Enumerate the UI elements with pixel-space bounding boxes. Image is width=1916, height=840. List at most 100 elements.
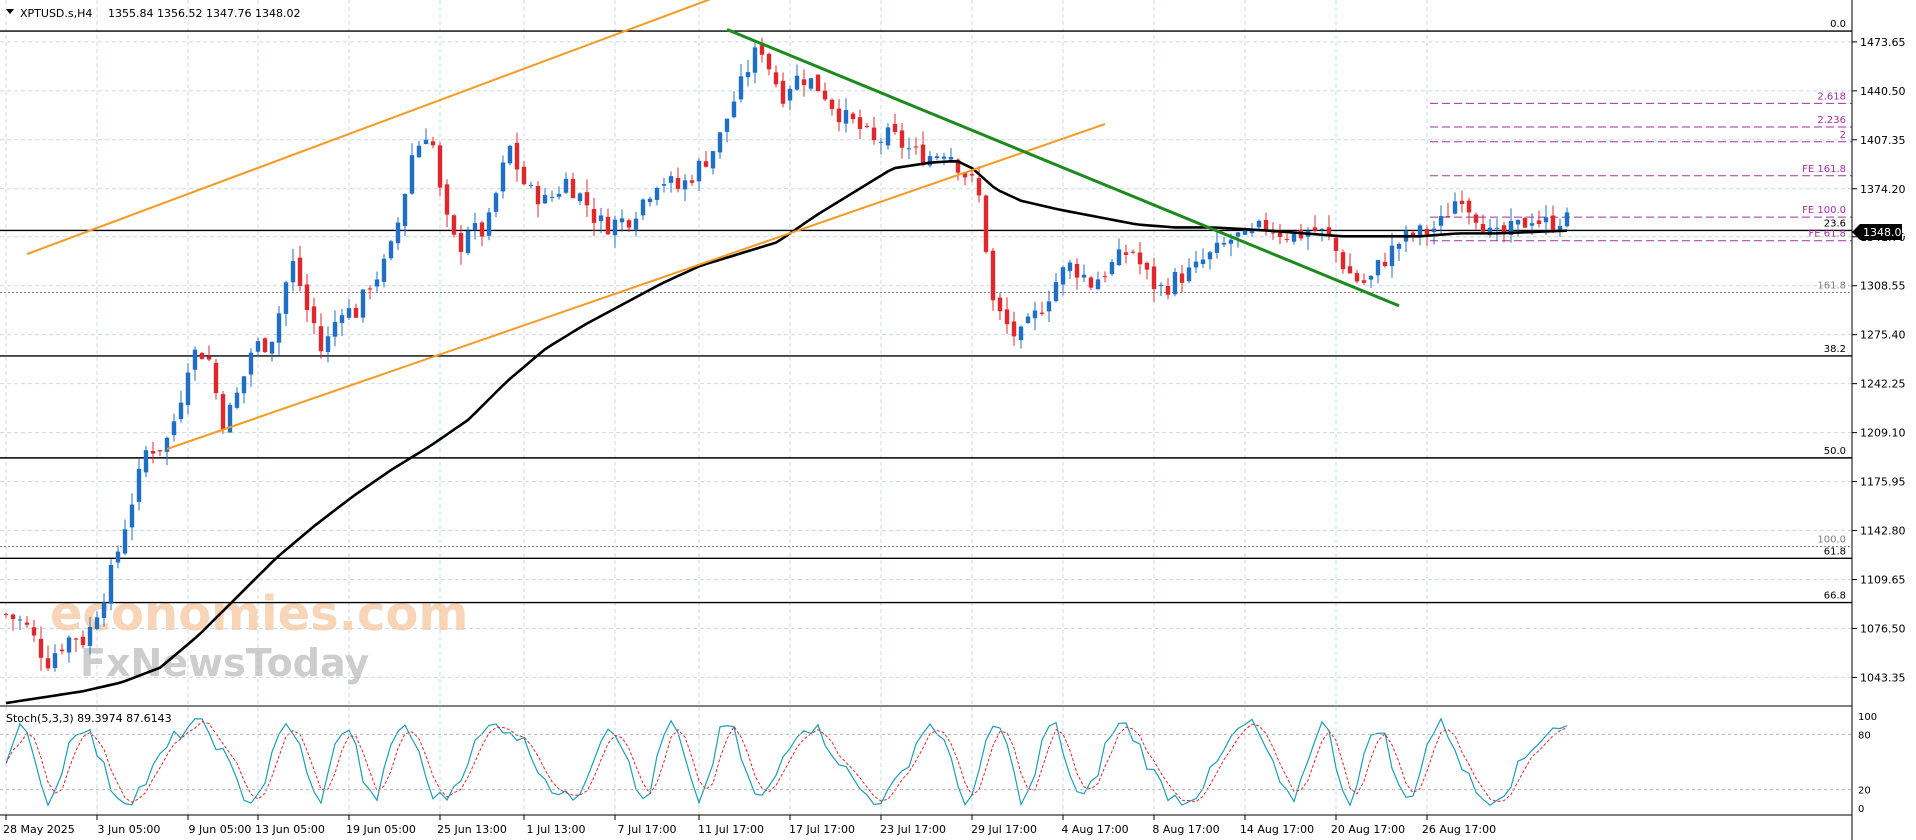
candle-body (563, 178, 569, 193)
candle-body (871, 127, 877, 141)
price-channel[interactable] (26, 0, 1106, 450)
candle-body (311, 306, 317, 324)
candle-body (626, 220, 632, 228)
time-axis[interactable]: 28 May 2025 3 Jun 05:00 9 Jun 05:00 13 Jun … (3, 815, 1496, 836)
green-trendline[interactable] (726, 28, 1400, 308)
candle-body (234, 392, 240, 408)
candle-body (948, 157, 954, 160)
candle-body (241, 376, 247, 394)
candle-body (969, 174, 975, 176)
candle-body (1102, 276, 1108, 278)
candle-body (479, 222, 485, 237)
candle-body (556, 193, 562, 197)
candle-body (472, 223, 478, 231)
fib-label-38-2: 38.2 (1824, 344, 1846, 355)
candle-body (24, 622, 30, 625)
current-price-label: 1348.02 (1863, 226, 1909, 239)
candle-body (1508, 220, 1514, 235)
candlestick-series (3, 37, 1570, 672)
fib-label-50-0: 50.0 (1824, 446, 1846, 457)
candle-body (1039, 312, 1045, 314)
candle-body (1144, 262, 1150, 270)
candle-body (402, 194, 408, 227)
current-price-tag: 1348.02 (1852, 224, 1909, 240)
candle-body (1081, 274, 1087, 278)
candle-body (1319, 228, 1325, 230)
x-tick-label-28-may-2025: 28 May 2025 (3, 823, 75, 836)
candle-body (598, 215, 604, 222)
candle-body (171, 421, 177, 436)
candle-body (1557, 226, 1563, 230)
fib-label-23-6: 23.6 (1824, 218, 1846, 229)
moving-average-line (5, 160, 1568, 705)
candle-body (1130, 251, 1136, 253)
candle-body (654, 187, 660, 200)
candle-body (1277, 233, 1283, 237)
candle-body (486, 212, 492, 236)
y-tick-label-1473-65: 1473.65 (1860, 36, 1906, 49)
candle-body (717, 132, 723, 153)
dropdown-triangle-icon[interactable] (6, 9, 14, 14)
candle-body (745, 72, 751, 78)
candle-body (465, 230, 471, 254)
x-tick-label-26-aug-17-00: 26 Aug 17:00 (1422, 823, 1496, 836)
x-tick-label-13-jun-05-00: 13 Jun 05:00 (255, 823, 325, 836)
stochastic-label: Stoch(5,3,3) 89.3974 87.6143 (6, 712, 172, 725)
x-tick-label-20-aug-17-00: 20 Aug 17:00 (1331, 823, 1405, 836)
candle-body (766, 53, 772, 70)
candle-body (1333, 237, 1339, 251)
candle-body (1200, 259, 1206, 264)
candle-body (346, 308, 352, 318)
candle-body (493, 193, 499, 212)
candle-body (514, 142, 520, 170)
candle-body (1522, 218, 1528, 228)
candle-body (143, 450, 149, 473)
stoch-axis-label-80: 80 (1858, 730, 1871, 741)
candle-body (269, 341, 275, 354)
y-tick-label-1175-95: 1175.95 (1860, 476, 1906, 489)
candle-body (906, 148, 912, 150)
channel-upper-line[interactable] (26, 0, 720, 255)
candle-body (570, 178, 576, 199)
candle-body (1179, 273, 1185, 283)
descending-trendline[interactable] (726, 28, 1400, 308)
candle-body (1242, 229, 1248, 235)
candle-body (1291, 233, 1297, 242)
stochastic-main-line (5, 717, 1568, 807)
x-tick-label-9-jun-05-00: 9 Jun 05:00 (189, 823, 252, 836)
y-tick-label-1275-40: 1275.40 (1860, 329, 1906, 342)
candle-body (1032, 310, 1038, 319)
candle-body (1088, 277, 1094, 288)
candle-body (1368, 276, 1374, 280)
candle-body (633, 218, 639, 230)
x-tick-label-8-aug-17-00: 8 Aug 17:00 (1152, 823, 1219, 836)
candle-body (1025, 316, 1031, 324)
ohlc-label: 1355.84 1356.52 1347.76 1348.02 (108, 7, 300, 20)
candle-body (1424, 228, 1430, 235)
channel-lower-line[interactable] (166, 123, 1106, 450)
candle-body (129, 504, 135, 528)
candle-body (815, 74, 821, 92)
candle-body (1473, 214, 1479, 223)
fibonacci-expansion[interactable]: 2.618 2.236 2 FE 161.8 FE 100.0 FE 61.8 (1430, 91, 1852, 242)
candle-body (780, 80, 786, 104)
x-tick-label-4-aug-17-00: 4 Aug 17:00 (1061, 823, 1128, 836)
candle-body (759, 45, 765, 55)
candle-body (1046, 301, 1052, 312)
y-tick-label-1043-35: 1043.35 (1860, 671, 1906, 684)
candle-body (899, 130, 905, 148)
candle-body (997, 297, 1003, 312)
candle-body (3, 613, 9, 615)
fibonacci-retracement[interactable]: 0.0 23.6 38.2 50.0 61.8 66.8 100.0 161.8 (0, 19, 1852, 604)
fib-label-100-0: 100.0 (1817, 534, 1846, 545)
fe-label-fe-100-0: FE 100.0 (1802, 205, 1846, 216)
candle-body (535, 185, 541, 205)
candle-body (38, 638, 44, 658)
stochastic-panel[interactable]: Stoch(5,3,3) 89.3974 87.6143 (5, 712, 1568, 807)
candle-body (584, 192, 590, 206)
candle-body (878, 141, 884, 143)
candle-body (542, 195, 548, 204)
candle-body (1312, 227, 1318, 231)
candle-body (528, 184, 534, 186)
